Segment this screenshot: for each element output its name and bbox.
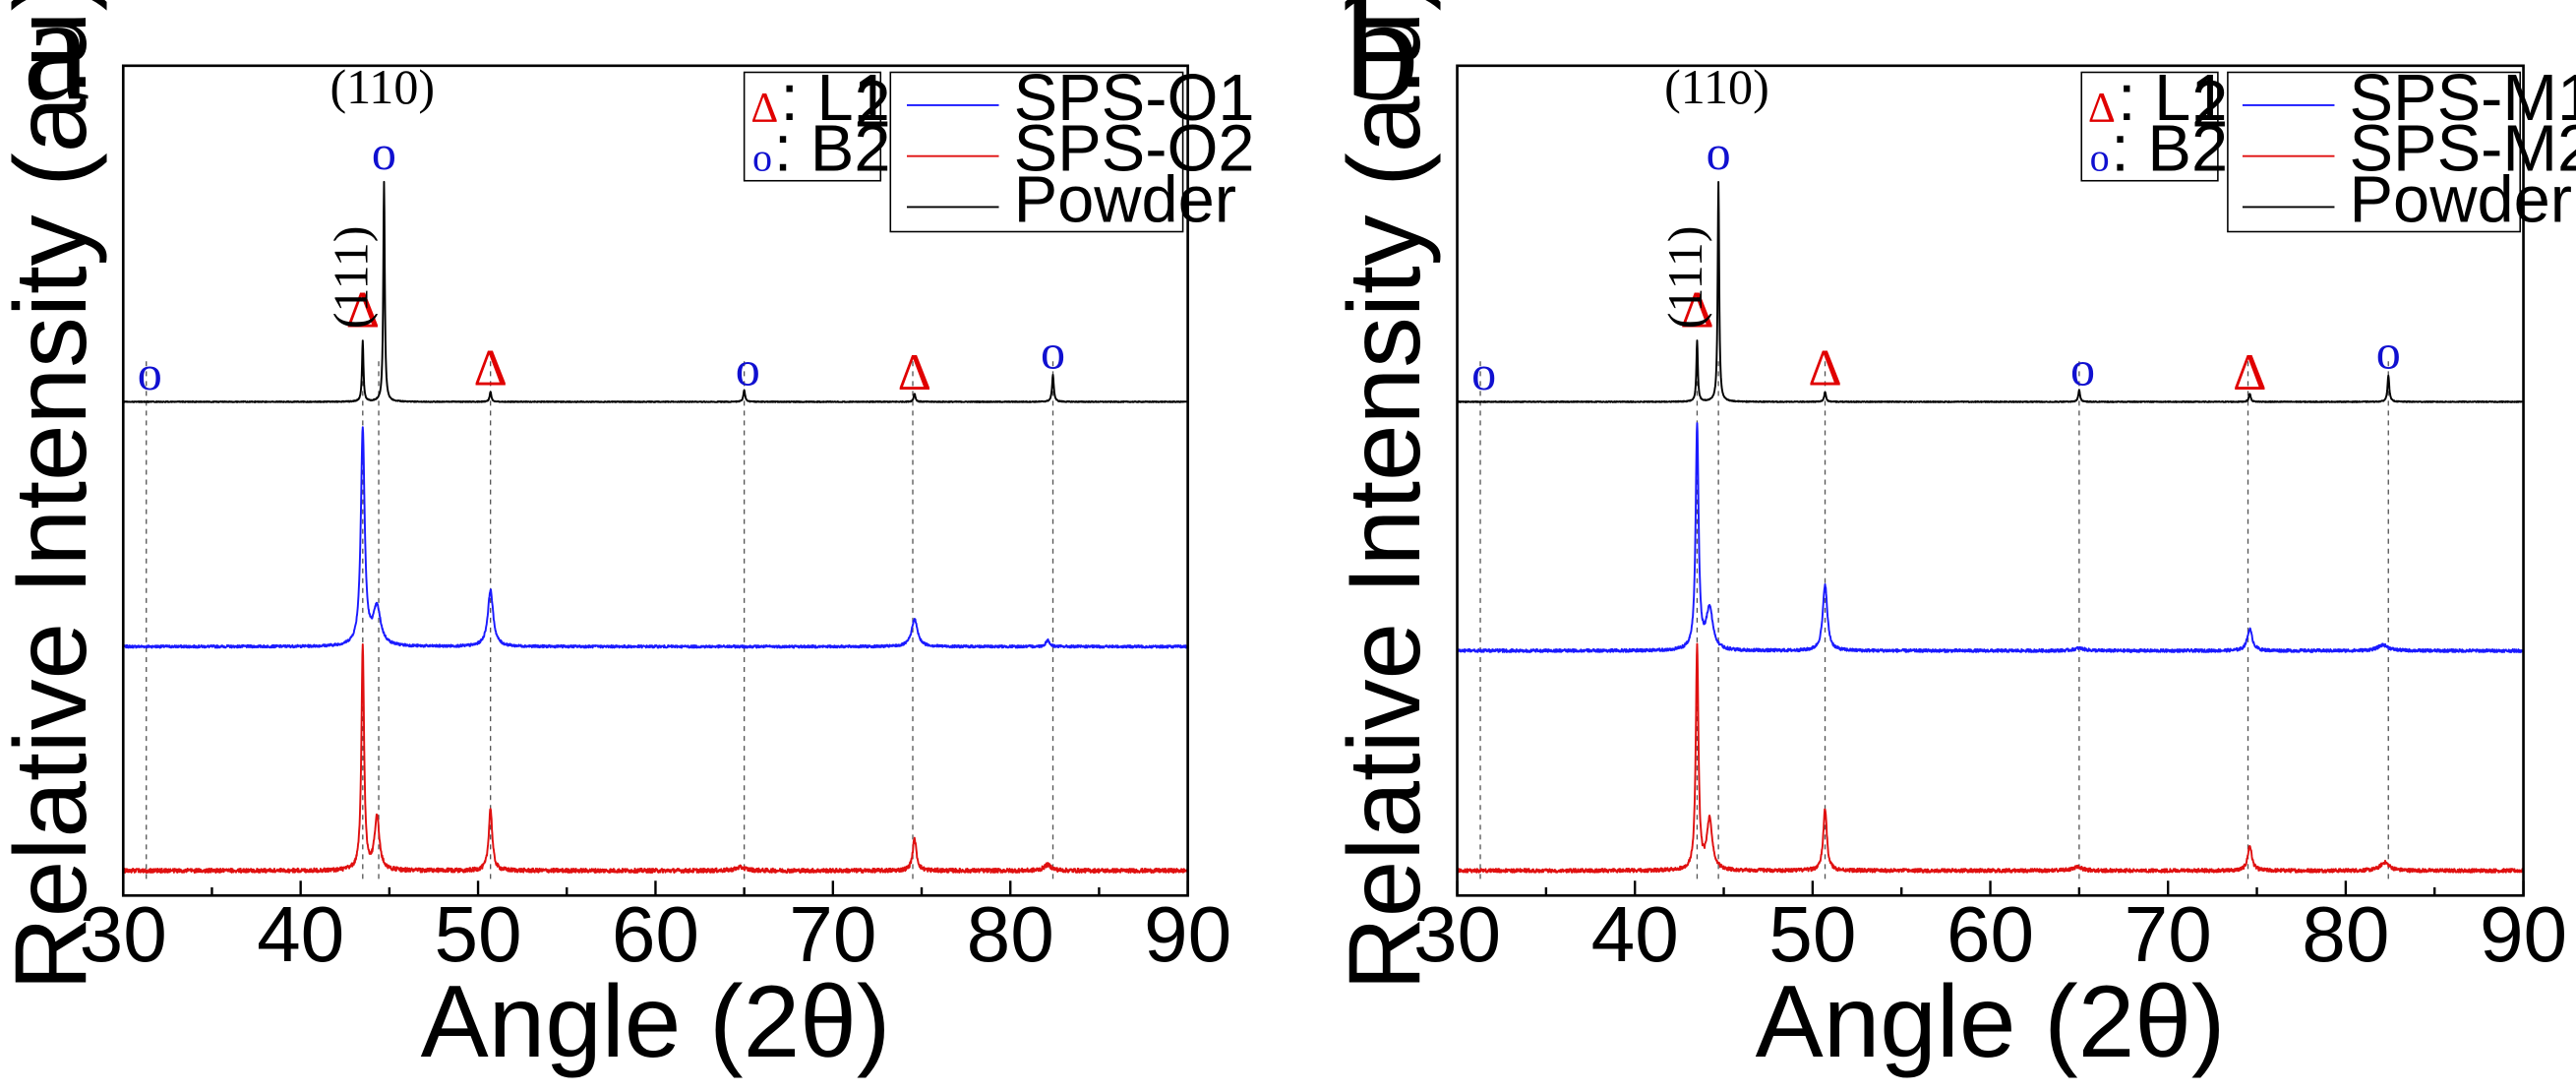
x-axis-label: Angle (2θ) bbox=[421, 964, 891, 1078]
B2-marker-4: o bbox=[1707, 125, 1731, 180]
x-tick-label-80: 80 bbox=[2302, 889, 2389, 978]
panel-letter-a: a bbox=[23, 0, 90, 132]
hkl-label-1: (110) bbox=[329, 59, 435, 114]
legend-label-Powder: Powder bbox=[1014, 163, 1236, 236]
B2-marker-4: o bbox=[372, 125, 396, 180]
panel-a: a 30 40 50 60 70 80 90 Angle (2θ) Relative Intens… bbox=[0, 0, 1255, 1078]
series-legend-box bbox=[2227, 71, 2521, 233]
l12-legend-subscript: 2 bbox=[2191, 69, 2228, 142]
legend-label-SPS-M2: SPS-M2 bbox=[2350, 113, 2576, 186]
x-tick-label-70: 70 bbox=[789, 889, 876, 978]
x-tick-label-80: 80 bbox=[967, 889, 1054, 978]
phase-legend-box bbox=[743, 71, 882, 182]
series-Powder-line bbox=[1456, 180, 2525, 403]
series-Powder-line bbox=[122, 180, 1189, 403]
l12-legend-subscript: 2 bbox=[855, 69, 891, 142]
x-tick-label-40: 40 bbox=[257, 889, 344, 978]
B2-marker-5: o bbox=[2070, 341, 2095, 396]
B2-marker-5: o bbox=[736, 341, 760, 396]
hkl-label-0: (111) bbox=[1657, 226, 1712, 330]
series-SPS-O2-line bbox=[122, 642, 1189, 875]
y-axis-label: Relative Intensity (a.u) bbox=[1327, 0, 1441, 991]
l12-legend-symbol: Δ bbox=[750, 85, 778, 132]
x-tick-label-60: 60 bbox=[1947, 889, 2034, 978]
b2-legend-symbol: o bbox=[2090, 136, 2110, 180]
L12-marker-0: Δ bbox=[1680, 280, 1713, 339]
phase-legend-box bbox=[2080, 71, 2219, 182]
y-axis-label: Relative Intensity (a.u) bbox=[0, 0, 107, 991]
series-legend-box bbox=[889, 71, 1184, 233]
x-tick-label-30: 30 bbox=[1413, 889, 1501, 978]
b2-legend-label: : B2 bbox=[2111, 113, 2228, 186]
hkl-label-1: (110) bbox=[1664, 59, 1769, 114]
series-SPS-M1-line bbox=[1456, 422, 2525, 653]
hkl-label-0: (111) bbox=[323, 226, 378, 330]
x-tick-label-60: 60 bbox=[612, 889, 699, 978]
x-tick-label-70: 70 bbox=[2125, 889, 2212, 978]
x-tick-label-30: 30 bbox=[80, 889, 167, 978]
B2-marker-3: o bbox=[138, 345, 162, 400]
L12-marker-0: Δ bbox=[346, 280, 380, 339]
series-SPS-O1-line bbox=[122, 426, 1189, 649]
legend-label-Powder: Powder bbox=[2350, 163, 2572, 236]
panel-b: b 30 40 50 60 70 80 90 Angle (2θ) Relative Intens… bbox=[1327, 0, 2576, 1078]
panel-letter-b: b bbox=[1344, 0, 1419, 132]
x-tick-label-50: 50 bbox=[434, 889, 521, 978]
L12-marker-1: Δ bbox=[1808, 338, 1841, 397]
B2-marker-6: o bbox=[2376, 325, 2401, 380]
l12-legend-symbol: Δ bbox=[2088, 85, 2116, 132]
legend-label-SPS-O2: SPS-O2 bbox=[1014, 113, 1255, 186]
L12-marker-2: Δ bbox=[2233, 342, 2266, 401]
l12-legend-label: : L1 bbox=[780, 62, 889, 135]
x-tick-label-50: 50 bbox=[1768, 889, 1856, 978]
L12-marker-1: Δ bbox=[473, 338, 507, 397]
series-SPS-M2-line bbox=[1456, 642, 2525, 874]
x-tick-label-40: 40 bbox=[1591, 889, 1679, 978]
L12-marker-2: Δ bbox=[898, 342, 931, 401]
B2-marker-3: o bbox=[1471, 345, 1496, 400]
l12-legend-label: : L1 bbox=[2118, 62, 2227, 135]
b2-legend-symbol: o bbox=[752, 136, 772, 180]
legend-label-SPS-O1: SPS-O1 bbox=[1014, 62, 1255, 135]
x-tick-label-90: 90 bbox=[1144, 889, 1231, 978]
b2-legend-label: : B2 bbox=[774, 113, 891, 186]
x-axis-label: Angle (2θ) bbox=[1756, 964, 2226, 1078]
legend-label-SPS-M1: SPS-M1 bbox=[2350, 62, 2576, 135]
B2-marker-6: o bbox=[1041, 325, 1065, 380]
x-tick-label-90: 90 bbox=[2480, 889, 2567, 978]
